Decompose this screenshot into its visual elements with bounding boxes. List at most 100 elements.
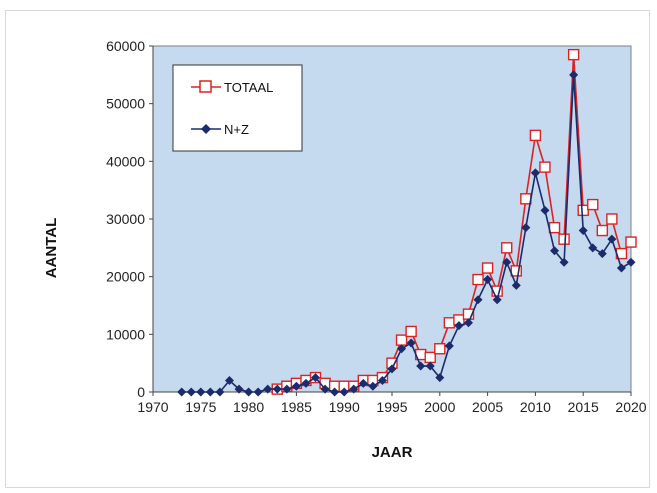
data-point [424, 351, 436, 364]
data-point [597, 249, 607, 259]
data-point [510, 265, 522, 277]
x-tick-label: 1990 [329, 399, 360, 415]
data-point [377, 375, 387, 385]
data-point [616, 263, 626, 273]
data-point [577, 204, 589, 217]
data-point [311, 373, 321, 383]
data-point [569, 70, 579, 80]
x-tick-label: 2015 [568, 399, 599, 415]
data-point [205, 387, 215, 397]
data-point [567, 48, 580, 61]
x-tick-labels: 1970 1975 1980 1985 1990 1995 2000 2005 2010 2015… [137, 399, 646, 415]
data-point [473, 295, 483, 305]
y-tick-label: 50000 [106, 96, 145, 112]
data-point [244, 387, 254, 397]
data-point [587, 198, 599, 211]
data-point [558, 233, 570, 245]
data-point [358, 378, 368, 388]
data-point [330, 387, 340, 397]
y-axis-title: AANTAL [43, 218, 60, 279]
data-point [435, 373, 445, 383]
data-point [596, 224, 609, 237]
data-point [368, 381, 378, 391]
data-point [550, 246, 560, 256]
legend: TOTAAL N+Z [172, 64, 303, 152]
x-tick-label: 1985 [281, 399, 312, 415]
data-point [483, 275, 493, 285]
data-point [540, 205, 550, 215]
y-tick-label: 10000 [106, 326, 145, 342]
x-tick-label: 2010 [520, 399, 551, 415]
data-point [463, 318, 473, 328]
y-tick-label: 60000 [106, 38, 145, 54]
data-point [301, 378, 311, 388]
x-tick-label: 2000 [424, 399, 455, 415]
data-point [224, 375, 234, 385]
data-point [272, 384, 282, 394]
y-tick-label: 30000 [106, 211, 145, 227]
legend-marker-nz [201, 124, 211, 134]
data-point [405, 325, 417, 338]
data-point [434, 343, 446, 355]
data-point [492, 295, 502, 305]
y-tick-label: 40000 [106, 153, 145, 169]
data-point [539, 161, 551, 173]
data-point [282, 384, 292, 394]
data-point [529, 129, 542, 142]
data-point [588, 243, 598, 253]
data-point [397, 344, 407, 354]
y-tick-label: 0 [137, 384, 145, 400]
data-point [578, 226, 588, 236]
data-point [234, 384, 244, 394]
data-point [215, 387, 225, 397]
data-point [530, 168, 540, 178]
data-point [625, 236, 637, 248]
legend-box [172, 64, 303, 152]
data-point [263, 384, 273, 394]
data-point [416, 361, 426, 371]
data-point [291, 381, 301, 391]
data-point [454, 321, 464, 331]
data-point [395, 334, 408, 346]
data-point [186, 387, 196, 397]
x-tick-label: 1970 [137, 399, 168, 415]
legend-label-nz: N+Z [224, 122, 249, 137]
data-point [406, 338, 416, 348]
x-axis-title: JAAR [372, 444, 413, 461]
legend-label-totaal: TOTAAL [224, 80, 273, 95]
x-tick-label: 2005 [472, 399, 503, 415]
axes [149, 45, 632, 396]
data-point [196, 387, 206, 397]
series-layer [177, 48, 637, 397]
data-point [520, 193, 532, 205]
data-point [559, 257, 569, 267]
data-point [502, 257, 512, 267]
data-point [253, 387, 263, 397]
x-tick-label: 1975 [185, 399, 216, 415]
data-point [607, 234, 617, 244]
data-point [443, 317, 456, 329]
data-point [606, 213, 618, 225]
data-point [481, 262, 494, 274]
data-point [339, 387, 349, 397]
data-point [501, 242, 513, 254]
data-point [425, 361, 435, 371]
data-point [177, 387, 187, 397]
legend-marker-totaal [199, 80, 212, 93]
data-point [387, 364, 397, 374]
data-point [444, 341, 454, 351]
y-tick-label: 20000 [106, 269, 145, 285]
x-tick-label: 1995 [376, 399, 407, 415]
data-point [626, 257, 636, 267]
series-nz [177, 70, 636, 397]
data-point [320, 384, 330, 394]
data-point [349, 384, 359, 394]
x-tick-label: 2020 [615, 399, 646, 415]
data-point [521, 223, 531, 233]
data-point [511, 280, 521, 290]
y-tick-labels: 0 10000 20000 30000 40000 50000 60000 [106, 38, 145, 400]
data-point [548, 221, 561, 234]
x-tick-label: 1980 [233, 399, 264, 415]
data-point [472, 273, 484, 286]
